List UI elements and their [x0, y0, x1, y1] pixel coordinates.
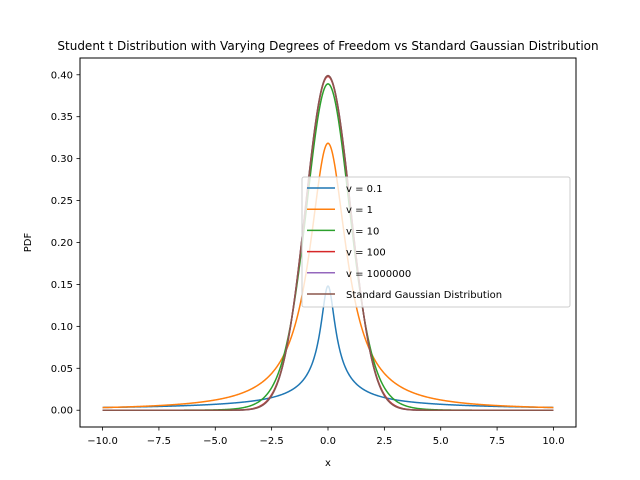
x-tick-label: 0.0 [320, 436, 336, 447]
x-tick-label: −5.0 [203, 436, 227, 447]
series-line-5 [102, 74, 554, 411]
x-tick-label: 7.5 [489, 436, 505, 447]
legend-label-1: v = 1 [346, 205, 373, 216]
y-tick-label: 0.35 [51, 112, 73, 123]
x-tick-label: −7.5 [147, 436, 171, 447]
y-axis-ticks: 0.00 0.05 0.10 0.15 0.20 0.25 0.30 0.35 0.40 [51, 70, 80, 417]
y-tick-label: 0.15 [51, 280, 73, 291]
y-tick-label: 0.20 [51, 238, 73, 249]
y-tick-label: 0.05 [51, 364, 73, 375]
x-tick-label: −2.5 [259, 436, 283, 447]
legend: v = 0.1 v = 1 v = 10 v = 100 v = 1000000 Stan… [301, 176, 571, 308]
series-line-1 [102, 142, 554, 409]
y-tick-label: 0.00 [51, 406, 73, 417]
legend-label-5: Standard Gaussian Distribution [346, 290, 502, 301]
y-tick-label: 0.40 [51, 70, 73, 81]
y-tick-label: 0.30 [51, 154, 73, 165]
legend-label-2: v = 10 [346, 226, 379, 237]
legend-label-0: v = 0.1 [346, 184, 383, 195]
legend-label-4: v = 1000000 [346, 269, 411, 280]
y-tick-label: 0.25 [51, 196, 73, 207]
legend-label-3: v = 100 [346, 248, 386, 259]
x-axis-label: x [325, 458, 331, 469]
legend-box [301, 176, 571, 308]
y-tick-label: 0.10 [51, 322, 73, 333]
x-tick-label: 5.0 [433, 436, 449, 447]
y-axis-label: PDF [23, 233, 34, 253]
x-tick-label: 2.5 [376, 436, 392, 447]
chart-title: Student t Distribution with Varying Degr… [57, 39, 598, 53]
x-tick-label: 10.0 [542, 436, 564, 447]
x-axis-ticks: −10.0 −7.5 −5.0 −2.5 0.0 2.5 5.0 7.5 10.0 [87, 427, 565, 447]
x-tick-label: −10.0 [87, 436, 118, 447]
